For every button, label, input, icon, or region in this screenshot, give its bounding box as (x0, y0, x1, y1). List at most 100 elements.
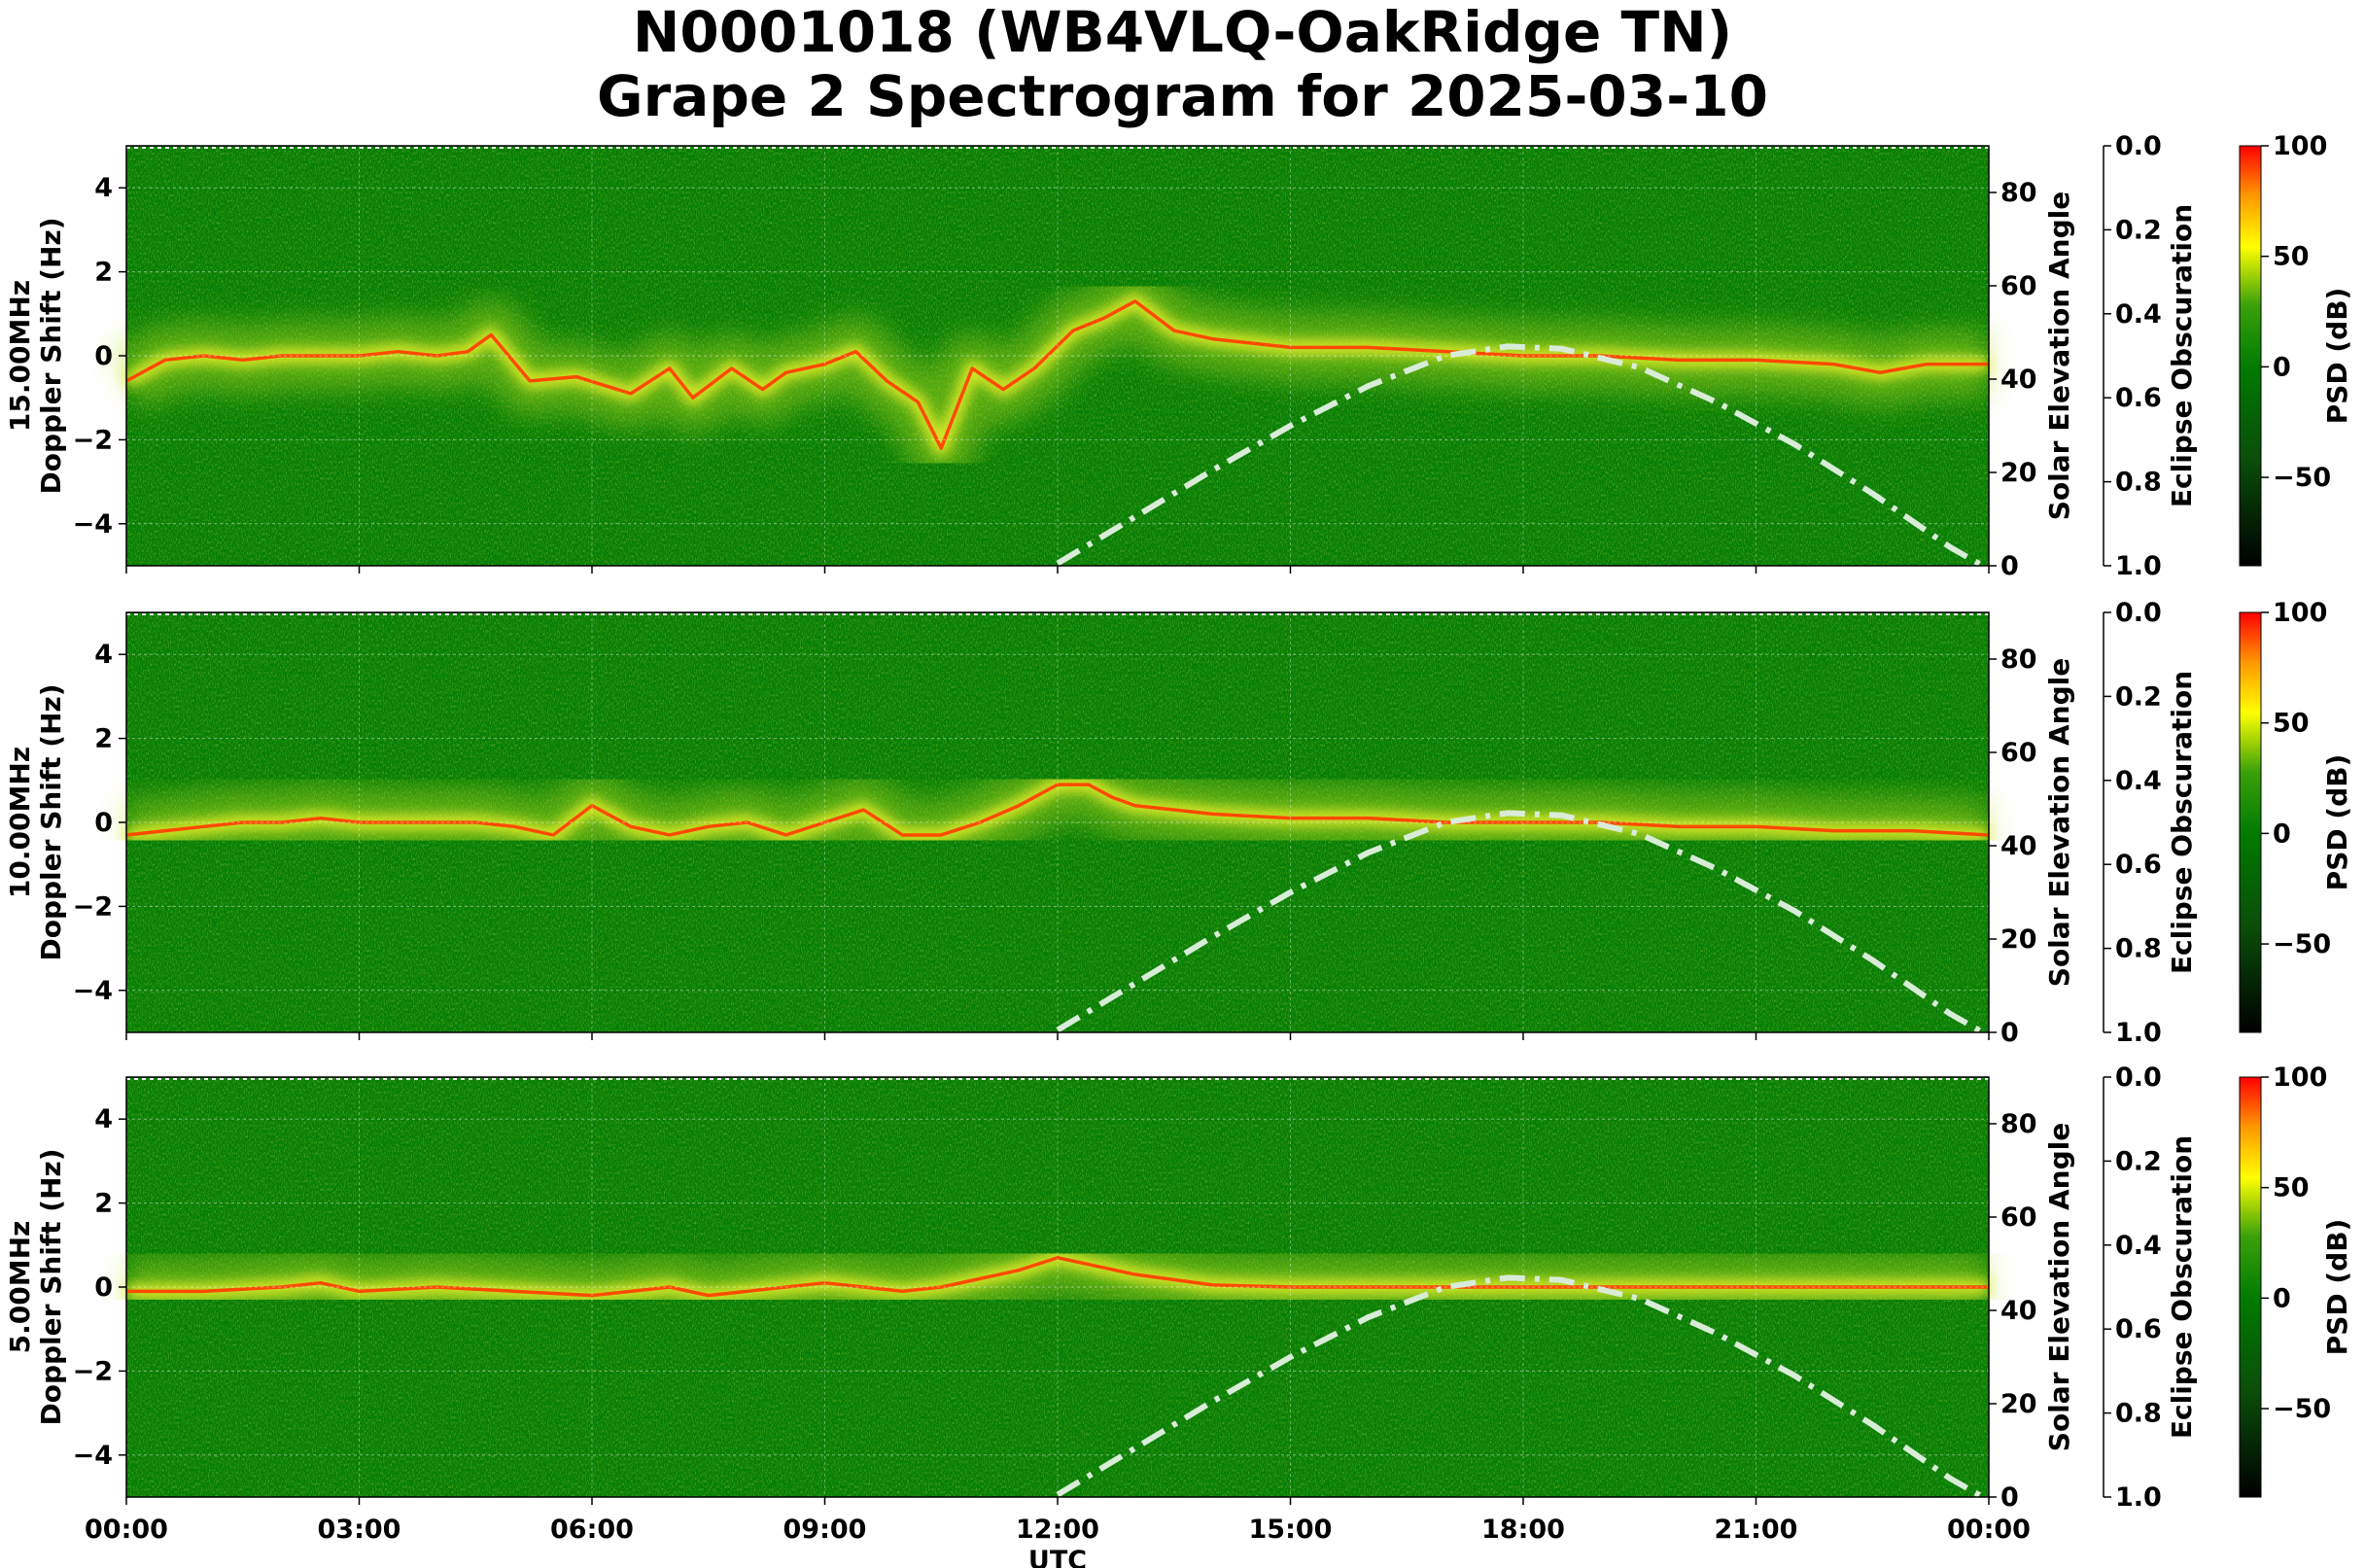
eclipse-tick-label: 0.2 (2115, 1146, 2162, 1176)
elev-tick-label: 20 (2000, 924, 2037, 955)
y-tick-label: −2 (73, 425, 113, 455)
eclipse-axis-label: Eclipse Obscuration (2166, 1135, 2198, 1439)
eclipse-tick-label: 0.0 (2115, 131, 2162, 161)
elev-tick-label: 40 (2000, 831, 2037, 861)
eclipse-tick-label: 0.2 (2115, 215, 2162, 245)
y-tick-label: 2 (94, 724, 113, 754)
doppler-axis-label: Doppler Shift (Hz) (35, 217, 67, 494)
colorbar-tick-label: −50 (2273, 929, 2331, 959)
eclipse-tick-label: 1.0 (2115, 551, 2162, 581)
psd-colorbar (2239, 145, 2262, 567)
panel-10.00MHz: 420−2−410.00MHzDoppler Shift (Hz)8060402… (4, 598, 2353, 1048)
title-line-1: N0001018 (WB4VLQ-OakRidge TN) (632, 0, 1733, 65)
eclipse-axis-label: Eclipse Obscuration (2166, 204, 2198, 507)
y-axis-label: 5.00MHzDoppler Shift (Hz) (4, 1148, 67, 1425)
solar-elevation-axis-label: Solar Elevation Angle (2043, 192, 2075, 520)
y-tick-label: −4 (73, 976, 113, 1006)
eclipse-tick-label: 0.2 (2115, 681, 2162, 712)
solar-elevation-curve (1056, 810, 1983, 1034)
x-tick-label: 12:00 (1016, 1515, 1099, 1545)
y-tick-label: −4 (73, 1441, 113, 1471)
x-tick-label: 18:00 (1481, 1515, 1565, 1545)
elev-tick-label: 40 (2000, 365, 2037, 395)
solar-elevation-curve (1056, 1274, 1983, 1499)
eclipse-tick-label: 1.0 (2115, 1018, 2162, 1048)
y-tick-label: −2 (73, 1356, 113, 1386)
elev-tick-label: 80 (2000, 645, 2037, 675)
colorbar-tick-label: 50 (2273, 1173, 2310, 1203)
y-tick-label: −4 (73, 509, 113, 540)
figure-title: N0001018 (WB4VLQ-OakRidge TN) Grape 2 Sp… (0, 0, 2365, 128)
x-axis-label: UTC (1028, 1546, 1087, 1568)
y-axis-label: 15.00MHzDoppler Shift (Hz) (4, 217, 67, 494)
solar-elevation-axis-label: Solar Elevation Angle (2043, 1123, 2075, 1451)
x-tick-label: 00:00 (1947, 1515, 2031, 1545)
colorbar-tick-label: 0 (2273, 819, 2291, 849)
doppler-axis-label: Doppler Shift (Hz) (35, 683, 67, 960)
solar-elevation-curve (1056, 343, 1983, 568)
y-tick-label: 4 (94, 1104, 113, 1134)
y-tick-label: −2 (73, 891, 113, 922)
psd-colorbar-label: PSD (dB) (2321, 288, 2353, 425)
elev-tick-label: 60 (2000, 1202, 2037, 1233)
doppler-trace-line (125, 299, 1989, 450)
elev-tick-label: 80 (2000, 178, 2037, 208)
title-line-2: Grape 2 Spectrogram for 2025-03-10 (597, 63, 1768, 129)
x-tick-label: 06:00 (550, 1515, 634, 1545)
y-axis-label: 10.00MHzDoppler Shift (Hz) (4, 683, 67, 960)
y-tick-label: 2 (94, 1189, 113, 1219)
elev-tick-label: 60 (2000, 738, 2037, 768)
x-tick-label: 21:00 (1715, 1515, 1798, 1545)
eclipse-tick-label: 0.4 (2115, 1231, 2162, 1261)
x-tick-label: 03:00 (318, 1515, 401, 1545)
panel-frequency-label: 15.00MHz (4, 280, 36, 432)
x-tick-label: 15:00 (1249, 1515, 1333, 1545)
psd-colorbar (2239, 1076, 2262, 1498)
elev-tick-label: 0 (2000, 1018, 2019, 1048)
elev-tick-label: 80 (2000, 1109, 2037, 1139)
eclipse-tick-label: 0.6 (2115, 850, 2162, 880)
eclipse-tick-label: 0.8 (2115, 934, 2162, 964)
eclipse-tick-label: 0.0 (2115, 598, 2162, 628)
panel-5.00MHz: 420−2−45.00MHzDoppler Shift (Hz)00:00 03:… (4, 1063, 2353, 1568)
panel-frequency-label: 10.00MHz (4, 747, 36, 898)
colorbar-tick-label: 100 (2273, 598, 2327, 628)
psd-colorbar (2239, 611, 2262, 1033)
y-tick-label: 4 (94, 640, 113, 670)
elev-tick-label: 20 (2000, 458, 2037, 488)
x-tick-label: 00:00 (85, 1515, 168, 1545)
psd-colorbar-label: PSD (dB) (2321, 754, 2353, 891)
elev-tick-label: 60 (2000, 271, 2037, 301)
colorbar-tick-label: −50 (2273, 463, 2331, 493)
colorbar-tick-label: 0 (2273, 352, 2291, 382)
elev-tick-label: 40 (2000, 1296, 2037, 1326)
panel-15.00MHz: 420−2−415.00MHzDoppler Shift (Hz)8060402… (4, 131, 2353, 581)
colorbar-tick-label: 0 (2273, 1283, 2291, 1313)
y-tick-label: 0 (94, 808, 113, 838)
eclipse-tick-label: 0.6 (2115, 1314, 2162, 1344)
elev-tick-label: 20 (2000, 1389, 2037, 1419)
doppler-trace-line (125, 783, 1990, 837)
doppler-axis-label: Doppler Shift (Hz) (35, 1148, 67, 1425)
colorbar-tick-label: 100 (2273, 1063, 2327, 1093)
elev-tick-label: 0 (2000, 551, 2019, 581)
eclipse-tick-label: 1.0 (2115, 1482, 2162, 1513)
panel-frequency-label: 5.00MHz (4, 1221, 36, 1354)
eclipse-tick-label: 0.6 (2115, 383, 2162, 413)
y-tick-label: 2 (94, 258, 113, 288)
eclipse-tick-label: 0.0 (2115, 1063, 2162, 1093)
y-tick-label: 0 (94, 1272, 113, 1303)
solar-elevation-axis-label: Solar Elevation Angle (2043, 658, 2075, 987)
psd-colorbar-label: PSD (dB) (2321, 1219, 2353, 1356)
colorbar-tick-label: 100 (2273, 131, 2327, 161)
eclipse-tick-label: 0.8 (2115, 468, 2162, 498)
elev-tick-label: 0 (2000, 1482, 2019, 1513)
eclipse-tick-label: 0.4 (2115, 766, 2162, 796)
y-tick-label: 4 (94, 173, 113, 203)
colorbar-tick-label: 50 (2273, 242, 2310, 272)
eclipse-tick-label: 0.8 (2115, 1399, 2162, 1429)
colorbar-tick-label: −50 (2273, 1394, 2331, 1424)
y-tick-label: 0 (94, 341, 113, 371)
eclipse-tick-label: 0.4 (2115, 299, 2162, 330)
